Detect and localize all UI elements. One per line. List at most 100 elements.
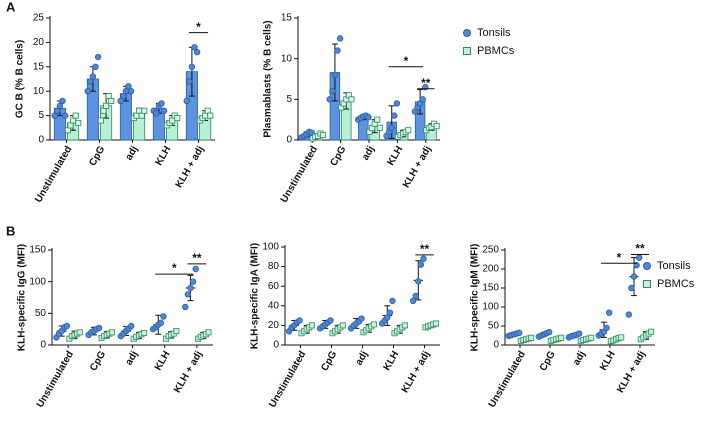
panel-label: B [6, 223, 15, 238]
data-point [327, 317, 334, 324]
data-point [633, 262, 640, 269]
data-point [84, 87, 91, 95]
data-point [374, 116, 381, 123]
data-point [160, 107, 168, 114]
data-point [61, 112, 69, 119]
y-tick-label: 20 [33, 37, 45, 48]
x-tick-label: adj [571, 349, 588, 367]
data-point [191, 44, 198, 51]
data-point [320, 132, 327, 139]
data-point [59, 97, 66, 105]
data-point [420, 255, 427, 262]
data-point [628, 284, 635, 292]
x-tick-label: KLH [385, 144, 405, 167]
data-point [174, 115, 181, 122]
data-point [415, 278, 422, 285]
x-tick-label: adj [354, 349, 371, 367]
data-point [625, 311, 632, 318]
data-point [386, 309, 394, 316]
data-point [56, 102, 64, 110]
y-tick-label: 5 [286, 94, 292, 105]
data-point [184, 291, 192, 298]
data-point [70, 117, 77, 124]
data-point [296, 317, 303, 324]
x-tick-label: Unstimulated [279, 144, 320, 204]
data-point [157, 319, 165, 327]
significance-label: * [617, 250, 622, 264]
data-point [334, 47, 341, 54]
x-tick-label: KLH [382, 349, 402, 372]
data-point [158, 100, 165, 107]
data-point [173, 328, 180, 335]
y-tick-label: 50 [35, 308, 47, 319]
x-tick-label: KLH [598, 349, 618, 372]
data-point [376, 124, 383, 131]
data-point [630, 273, 638, 280]
significance-label: ** [421, 76, 431, 90]
significance-label: ** [635, 242, 645, 256]
y-tick-label: 5 [38, 110, 44, 121]
data-point [193, 48, 201, 56]
data-point [186, 78, 193, 85]
data-point [188, 63, 196, 70]
data-point [401, 322, 408, 329]
data-point [95, 324, 103, 332]
significance-label: * [404, 54, 409, 68]
data-point [63, 322, 71, 330]
data-point [87, 78, 94, 85]
significance-label: * [172, 261, 177, 275]
x-tick-label: Unstimulated [35, 349, 76, 409]
data-point [606, 309, 613, 316]
data-point [202, 112, 209, 119]
data-point [117, 97, 124, 105]
data-point [105, 93, 112, 100]
x-tick-label: KLH + adj [615, 349, 648, 395]
data-point [546, 328, 553, 336]
legend-swatch [463, 47, 471, 55]
data-point [125, 83, 132, 90]
y-tick-label: 0 [286, 135, 292, 146]
data-point [141, 329, 148, 336]
y-tick-label: 25 [33, 13, 45, 24]
data-point [120, 92, 127, 100]
data-point [558, 334, 565, 341]
data-point [405, 127, 412, 134]
y-tick-label: 80 [268, 261, 280, 272]
data-point [183, 97, 190, 105]
data-point [528, 334, 535, 341]
panel-label: A [6, 0, 16, 14]
data-point [603, 324, 610, 332]
data-point [648, 328, 655, 335]
y-tick-label: 150 [482, 283, 499, 294]
data-point [412, 292, 419, 300]
data-point [417, 261, 425, 268]
data-point [97, 117, 104, 124]
x-tick-label: KLH + adj [174, 144, 207, 190]
data-point [192, 265, 199, 273]
data-point [516, 329, 523, 337]
data-point [204, 107, 211, 114]
data-point [370, 321, 377, 328]
x-tick-label: CpG [87, 144, 107, 168]
data-point [89, 73, 97, 80]
data-point [51, 112, 58, 119]
y-axis-label: Plasmablasts (% B cells) [263, 20, 274, 137]
data-point [409, 297, 417, 305]
data-point [365, 114, 372, 121]
y-axis-label: KLH-specific IgG (MFI) [17, 244, 28, 351]
data-point [138, 112, 145, 119]
data-point [348, 96, 355, 103]
y-tick-label: 50 [488, 321, 500, 332]
data-point [339, 322, 346, 329]
x-tick-label: CpG [88, 349, 108, 373]
data-point [94, 53, 102, 61]
data-point [169, 117, 176, 124]
data-point [618, 334, 625, 341]
y-tick-label: 10 [33, 86, 45, 97]
x-tick-label: KLH [154, 144, 174, 167]
data-point [388, 124, 395, 131]
significance-label: ** [192, 251, 202, 265]
data-point [308, 322, 315, 329]
x-tick-label: adj [124, 144, 141, 162]
